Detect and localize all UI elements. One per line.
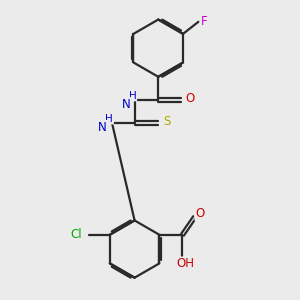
Text: F: F bbox=[201, 15, 207, 28]
Text: N: N bbox=[122, 98, 130, 111]
Text: O: O bbox=[185, 92, 194, 105]
Text: Cl: Cl bbox=[71, 228, 82, 241]
Text: S: S bbox=[163, 116, 170, 128]
Text: O: O bbox=[196, 207, 205, 220]
Text: H: H bbox=[105, 114, 113, 124]
Text: OH: OH bbox=[176, 257, 194, 270]
Text: H: H bbox=[128, 91, 136, 100]
Text: N: N bbox=[98, 121, 107, 134]
